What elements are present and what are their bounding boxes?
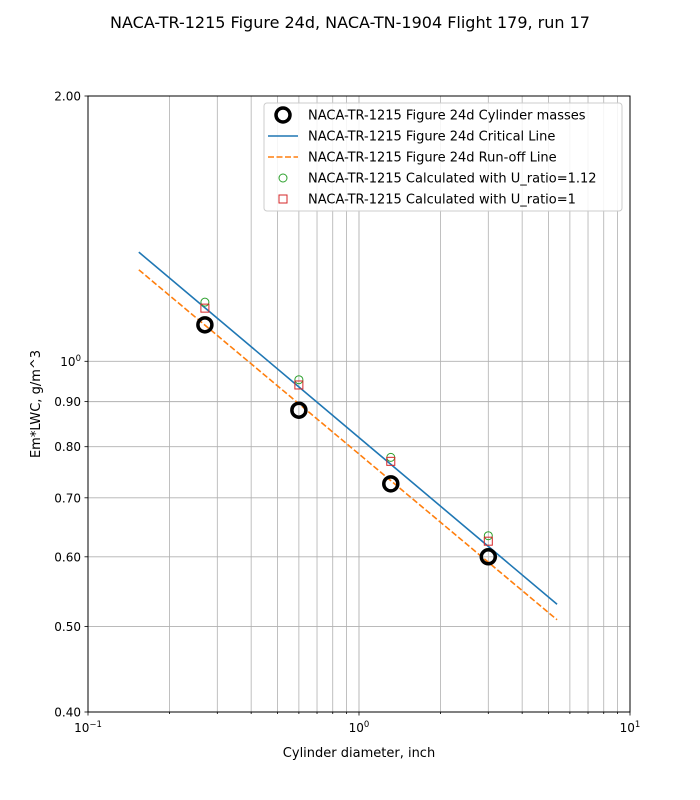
data-point-series-3 (483, 531, 493, 541)
y-tick-label: 0.70 (54, 491, 81, 505)
legend-swatch (278, 173, 288, 183)
legend-label: NACA-TR-1215 Calculated with U_ratio=1.1… (308, 172, 597, 187)
y-axis-label: Em*LWC, g/m^3 (29, 350, 44, 458)
x-tick-label: 10−1 (74, 720, 102, 735)
data-point-series-3 (294, 375, 304, 385)
chart-title: NACA-TR-1215 Figure 24d, NACA-TN-1904 Fl… (110, 13, 590, 32)
x-tick-label: 101 (620, 720, 641, 735)
legend-box (263, 102, 623, 212)
legend-label: NACA-TR-1215 Figure 24d Run-off Line (308, 151, 557, 166)
x-axis-label: Cylinder diameter, inch (283, 746, 435, 761)
y-tick-label: 100 (60, 354, 81, 369)
y-tick-label: 0.40 (54, 706, 81, 720)
legend-label: NACA-TR-1215 Calculated with U_ratio=1 (308, 193, 576, 208)
series-line-2 (138, 269, 558, 621)
y-tick-label: 2.00 (54, 90, 81, 104)
legend: NACA-TR-1215 Figure 24d Cylinder masses N… (263, 102, 623, 212)
data-point-series-0 (196, 316, 214, 334)
y-tick-label: 0.50 (54, 620, 81, 634)
x-tick-label: 100 (349, 720, 370, 735)
plot-marks (138, 251, 558, 621)
legend-swatch (278, 194, 288, 204)
data-point-series-4 (294, 380, 304, 390)
data-point-series-0 (290, 401, 308, 419)
axes: 10−1 100 101 2.00 100 0.90 0.80 0.70 0.60 0.50 0.4… (54, 90, 640, 736)
y-tick-label: 0.60 (54, 550, 81, 564)
data-point-series-0 (382, 475, 400, 493)
data-point-series-3 (200, 297, 210, 307)
data-point-series-0 (479, 548, 498, 566)
legend-swatch (274, 106, 292, 124)
y-tick-label: 0.80 (54, 440, 81, 454)
legend-label: NACA-TR-1215 Figure 24d Cylinder masses (308, 109, 586, 124)
data-point-series-4 (483, 536, 493, 546)
data-point-series-4 (386, 456, 396, 466)
data-point-series-4 (200, 303, 210, 313)
legend-label: NACA-TR-1215 Figure 24d Critical Line (308, 130, 555, 145)
y-tick-label: 0.90 (54, 395, 81, 409)
